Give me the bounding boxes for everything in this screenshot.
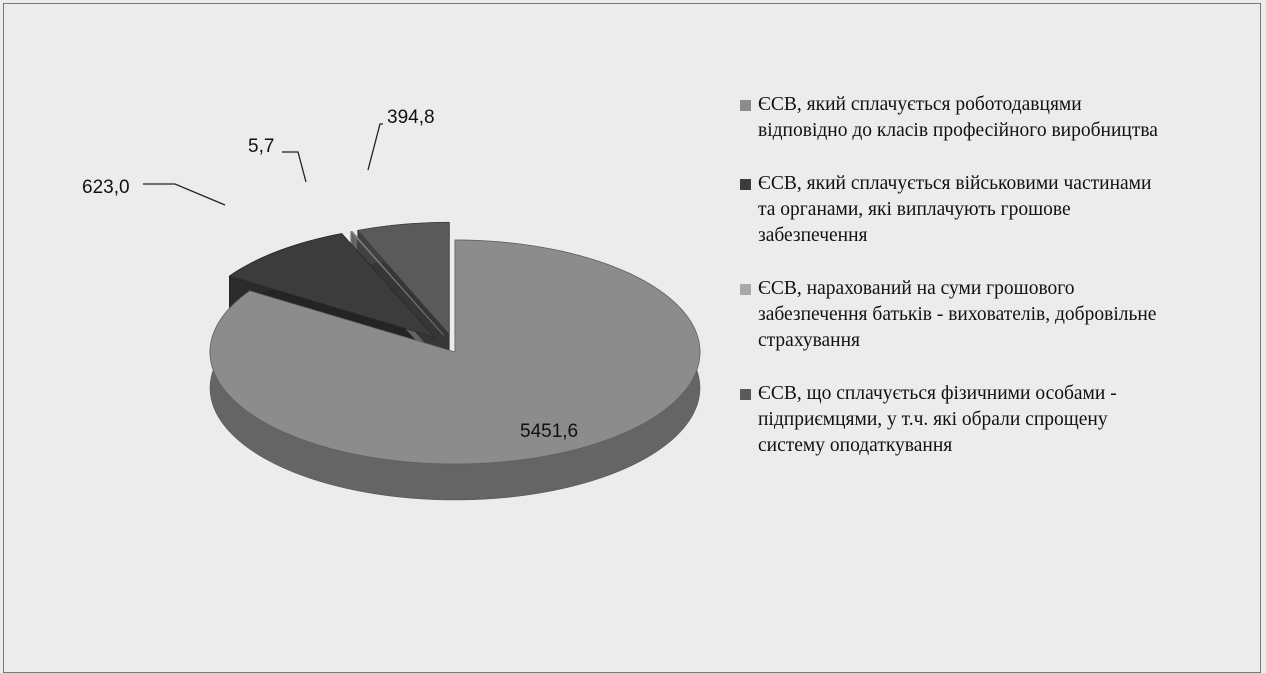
legend-swatch (740, 179, 751, 190)
legend-swatch (740, 389, 751, 400)
leader-line (367, 123, 383, 171)
leader-line (143, 183, 226, 206)
legend-swatch (740, 284, 751, 295)
pie-slice (350, 231, 445, 336)
legend-item: ЄСВ, нарахований на суми грошового забез… (738, 276, 1158, 354)
legend-label: ЄСВ, що сплачується фізичними особами - … (758, 383, 1117, 456)
legend-label: ЄСВ, нарахований на суми грошового забез… (758, 278, 1157, 351)
legend: ЄСВ, який сплачується роботодавцями відп… (738, 92, 1158, 486)
legend-label: ЄСВ, який сплачується роботодавцями відп… (758, 94, 1158, 141)
legend-item: ЄСВ, який сплачується роботодавцями відп… (738, 92, 1158, 144)
data-label: 5,7 (248, 136, 274, 157)
pie-slice (228, 233, 436, 338)
data-label: 5451,6 (520, 421, 578, 442)
legend-item: ЄСВ, що сплачується фізичними особами - … (738, 381, 1158, 459)
pie-tops (209, 221, 701, 465)
legend-item: ЄСВ, який сплачується військовими частин… (738, 171, 1158, 249)
legend-swatch (740, 100, 751, 111)
data-label: 623,0 (82, 177, 130, 198)
pie-slice (356, 221, 450, 336)
data-label: 394,8 (387, 107, 435, 128)
leader-line (282, 151, 307, 183)
legend-label: ЄСВ, який сплачується військовими частин… (758, 173, 1152, 246)
pie-slice (209, 239, 701, 465)
